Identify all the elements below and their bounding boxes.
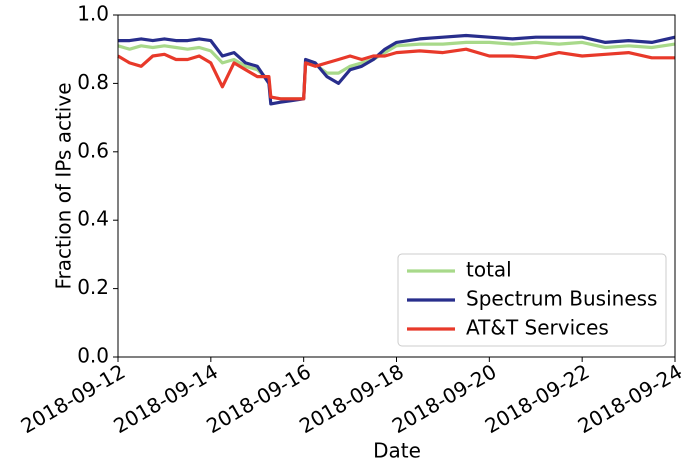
x-tick-label: 2018-09-24 xyxy=(574,359,686,438)
x-tick-label: 2018-09-22 xyxy=(481,359,594,438)
x-tick-label: 2018-09-16 xyxy=(202,359,315,438)
x-tick-label: 2018-09-12 xyxy=(17,359,130,438)
x-axis-label: Date xyxy=(373,439,421,463)
data-line xyxy=(117,47,675,101)
y-tick-label: 1.0 xyxy=(77,2,109,26)
y-tick-label: 0.8 xyxy=(77,70,109,94)
y-tick-label: 0.2 xyxy=(77,275,109,299)
x-tick-label: 2018-09-20 xyxy=(388,359,501,438)
y-axis-label: Fraction of IPs active xyxy=(52,82,76,289)
data-line xyxy=(118,33,676,106)
y-tick-label: 0.6 xyxy=(77,138,109,162)
x-tick-label: 2018-09-18 xyxy=(295,359,408,438)
legend-box xyxy=(397,253,667,347)
x-tick-label: 2018-09-14 xyxy=(109,359,222,438)
y-tick-label: 0.0 xyxy=(77,344,109,368)
legend-label: Spectrum Business xyxy=(466,287,657,311)
data-line xyxy=(117,40,676,101)
legend-label: AT&T Services xyxy=(466,316,609,340)
legend-label: total xyxy=(466,258,512,282)
y-tick-label: 0.4 xyxy=(77,207,109,231)
